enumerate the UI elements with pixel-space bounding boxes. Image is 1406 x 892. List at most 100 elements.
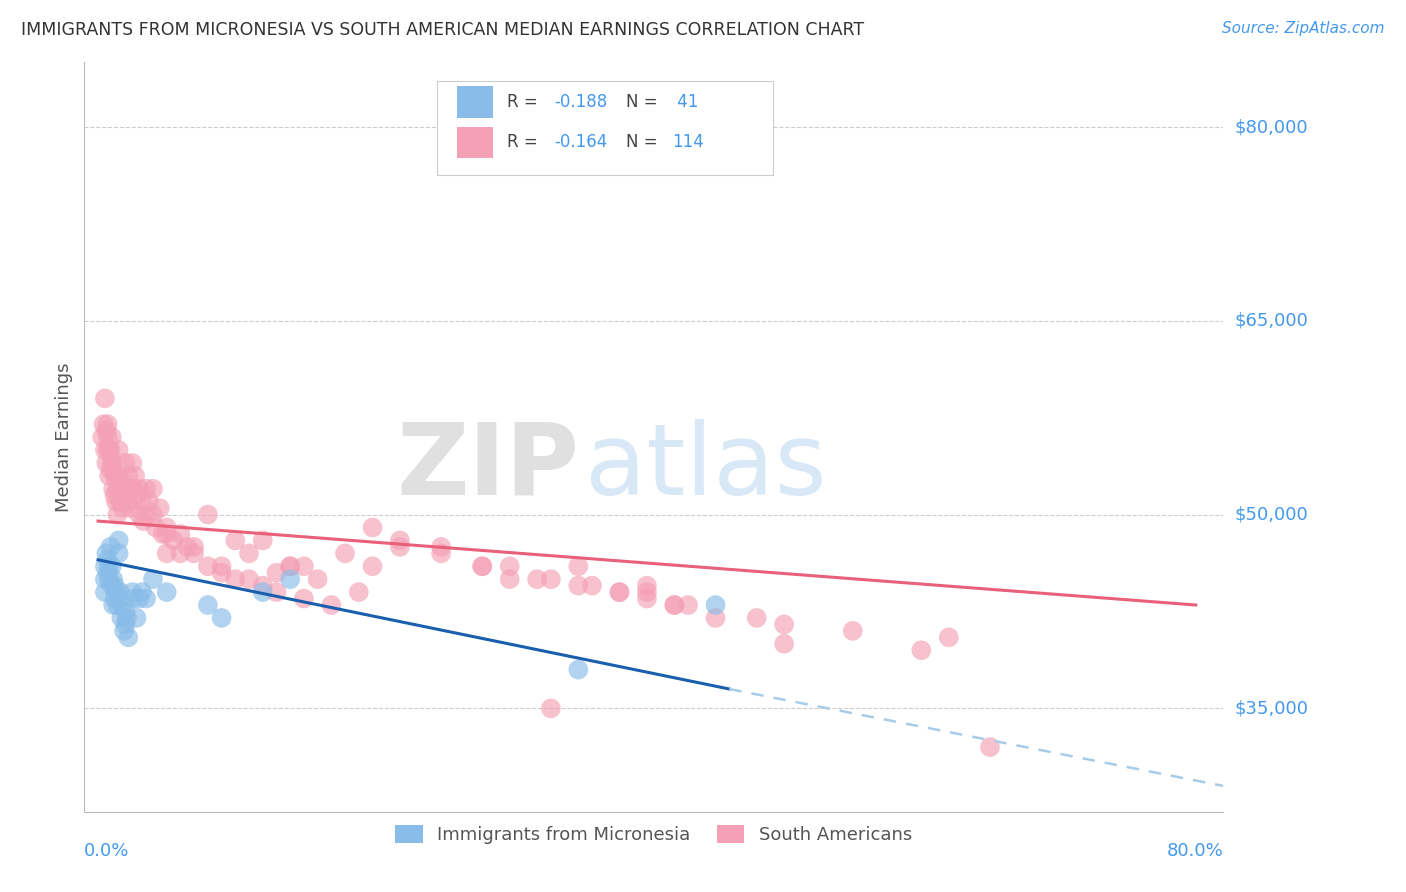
- Point: [110, 611, 132, 625]
- Point: [938, 630, 960, 644]
- Point: [98, 442, 121, 457]
- Point: [124, 468, 146, 483]
- Point: [94, 442, 117, 457]
- Point: [128, 508, 150, 522]
- FancyBboxPatch shape: [457, 87, 494, 118]
- Point: [252, 579, 274, 593]
- Point: [114, 617, 136, 632]
- Point: [128, 482, 150, 496]
- Point: [135, 482, 157, 496]
- Point: [107, 546, 129, 560]
- Point: [292, 559, 315, 574]
- Point: [105, 598, 128, 612]
- Text: -0.164: -0.164: [555, 134, 607, 152]
- Point: [121, 591, 143, 606]
- Point: [430, 546, 453, 560]
- Point: [664, 598, 686, 612]
- Point: [224, 533, 246, 548]
- Point: [97, 430, 120, 444]
- Text: $50,000: $50,000: [1234, 506, 1308, 524]
- Point: [103, 579, 125, 593]
- Point: [108, 585, 131, 599]
- Point: [107, 442, 129, 457]
- Point: [238, 572, 260, 586]
- Text: $65,000: $65,000: [1234, 312, 1308, 330]
- Text: IMMIGRANTS FROM MICRONESIA VS SOUTH AMERICAN MEDIAN EARNINGS CORRELATION CHART: IMMIGRANTS FROM MICRONESIA VS SOUTH AMER…: [21, 21, 865, 38]
- Text: N =: N =: [627, 93, 664, 111]
- Point: [347, 585, 370, 599]
- Text: 114: 114: [672, 134, 704, 152]
- Point: [114, 482, 136, 496]
- Point: [745, 611, 768, 625]
- Point: [94, 585, 117, 599]
- Point: [676, 598, 699, 612]
- Point: [100, 462, 122, 476]
- Text: 0.0%: 0.0%: [84, 842, 129, 860]
- Point: [307, 572, 329, 586]
- Point: [842, 624, 865, 638]
- Point: [121, 585, 143, 599]
- Point: [118, 482, 141, 496]
- Point: [292, 591, 315, 606]
- Point: [910, 643, 932, 657]
- Text: R =: R =: [508, 134, 543, 152]
- Text: $80,000: $80,000: [1234, 118, 1308, 136]
- Point: [526, 572, 548, 586]
- Point: [98, 468, 121, 483]
- Point: [238, 546, 260, 560]
- Point: [979, 740, 1001, 755]
- Point: [499, 572, 522, 586]
- Point: [773, 617, 796, 632]
- Point: [98, 572, 121, 586]
- Point: [105, 508, 128, 522]
- Point: [581, 579, 603, 593]
- Point: [704, 598, 727, 612]
- Point: [540, 701, 562, 715]
- Point: [149, 501, 172, 516]
- Point: [101, 456, 124, 470]
- Point: [105, 482, 128, 496]
- Point: [96, 546, 118, 560]
- Point: [704, 611, 727, 625]
- Text: $35,000: $35,000: [1234, 699, 1309, 717]
- Point: [91, 430, 114, 444]
- Point: [117, 630, 139, 644]
- Point: [211, 566, 233, 580]
- Text: 41: 41: [672, 93, 699, 111]
- Point: [169, 527, 191, 541]
- Point: [131, 585, 153, 599]
- Point: [111, 501, 134, 516]
- Point: [609, 585, 631, 599]
- Point: [108, 475, 131, 490]
- Point: [636, 579, 658, 593]
- Point: [117, 494, 139, 508]
- Point: [135, 508, 157, 522]
- Point: [567, 663, 589, 677]
- Point: [121, 482, 143, 496]
- Point: [94, 559, 117, 574]
- Point: [101, 456, 124, 470]
- Point: [145, 520, 167, 534]
- Point: [98, 559, 121, 574]
- Point: [97, 553, 120, 567]
- Text: Source: ZipAtlas.com: Source: ZipAtlas.com: [1222, 21, 1385, 36]
- Point: [361, 520, 384, 534]
- Point: [103, 468, 125, 483]
- Point: [125, 611, 148, 625]
- Point: [112, 624, 135, 638]
- Point: [114, 456, 136, 470]
- Point: [117, 468, 139, 483]
- Point: [128, 591, 150, 606]
- Point: [278, 559, 301, 574]
- Point: [132, 514, 155, 528]
- Point: [115, 482, 138, 496]
- Point: [156, 527, 179, 541]
- Point: [138, 494, 160, 508]
- Point: [197, 598, 219, 612]
- Point: [131, 494, 153, 508]
- Point: [156, 546, 179, 560]
- Point: [567, 579, 589, 593]
- Point: [388, 533, 411, 548]
- Point: [211, 559, 233, 574]
- Point: [121, 456, 143, 470]
